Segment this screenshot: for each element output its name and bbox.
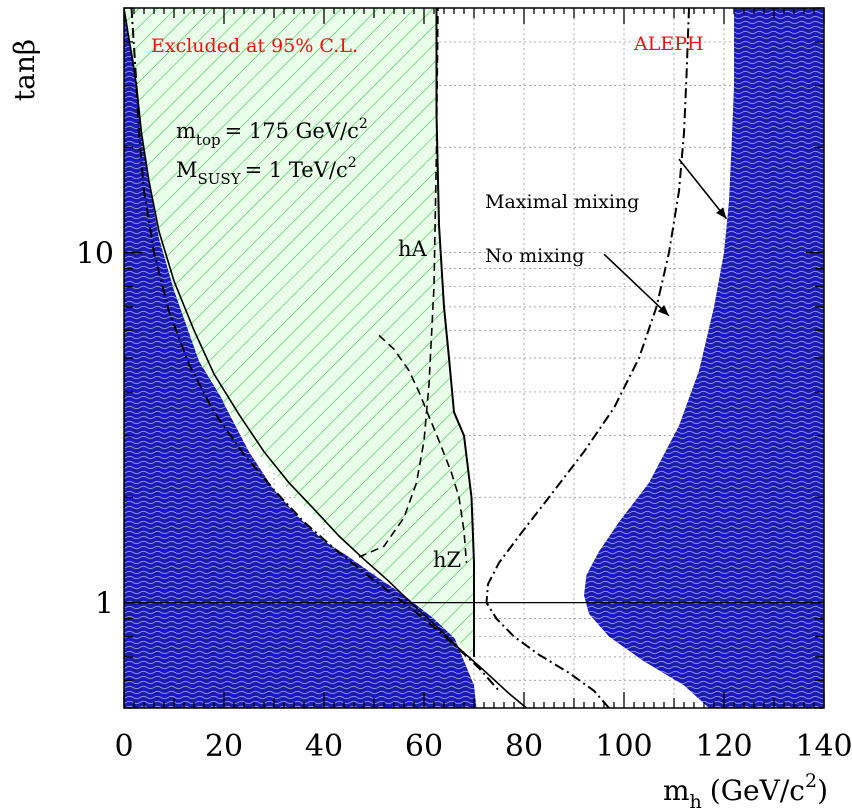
excluded-label: Excluded at 95% C.L. [151, 35, 358, 57]
maximal-mixing-label: Maximal mixing [485, 191, 639, 213]
hA-label: hA [398, 237, 428, 261]
theory-excluded-region-right [584, 8, 824, 708]
experiment-label: ALEPH [633, 33, 704, 55]
x-axis-ticks: 0 20 40 60 80 100 120 140 [114, 8, 852, 764]
x-tick-label: 100 [595, 729, 652, 764]
x-tick-label: 60 [405, 729, 443, 764]
maximal-mixing-arrow [678, 158, 728, 220]
hA-limit-line [435, 8, 475, 657]
maximal-mixing-arrowhead [716, 207, 727, 219]
y-axis-ticks: 1 10 [76, 7, 824, 709]
x-axis-title: mh (GeV/c2) [663, 770, 828, 812]
y-tick-label: 1 [95, 587, 114, 622]
mtop-label: mtop = 175 GeV/c2 [176, 116, 368, 149]
no-mixing-label: No mixing [485, 245, 584, 267]
x-tick-label: 0 [114, 729, 133, 764]
x-tick-label: 120 [695, 729, 752, 764]
no-mixing-arrow [603, 253, 670, 317]
maximal-mixing-boundary [124, 8, 528, 708]
hZ-expected-line [378, 334, 468, 563]
theory-excluded-region-left [124, 8, 477, 708]
no-mixing-line [485, 8, 690, 708]
x-tick-label: 140 [795, 729, 852, 764]
y-axis-title: tanβ [8, 39, 41, 101]
y-tick-label: 10 [76, 237, 114, 272]
left-dash-dot-line [130, 8, 500, 692]
excluded-region-hatch [124, 8, 474, 657]
no-mixing-arrowhead [657, 304, 669, 316]
x-tick-label: 80 [505, 729, 543, 764]
msusy-label: MSUSY = 1 TeV/c2 [176, 155, 357, 188]
hZ-label: hZ [433, 548, 461, 572]
x-tick-label: 20 [205, 729, 243, 764]
x-tick-label: 40 [305, 729, 343, 764]
